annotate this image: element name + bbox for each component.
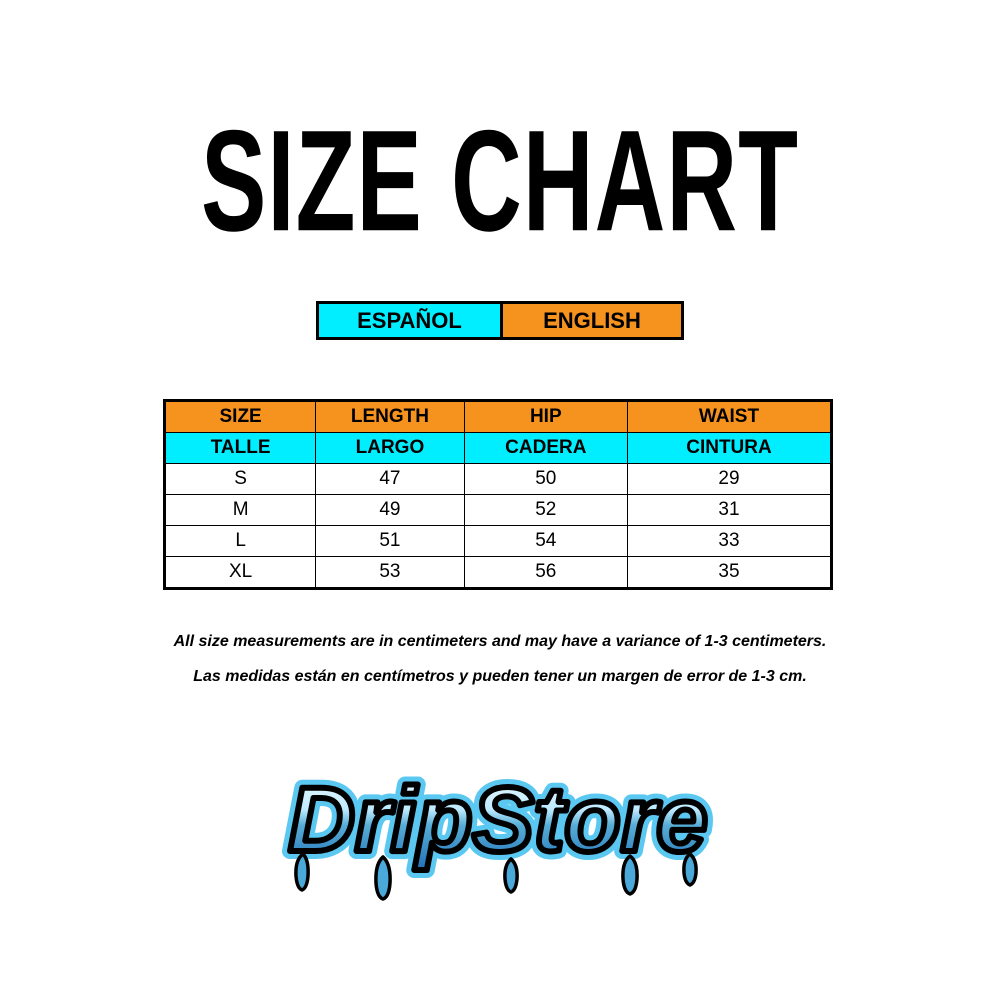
svg-text:DripStore: DripStore <box>288 769 707 871</box>
